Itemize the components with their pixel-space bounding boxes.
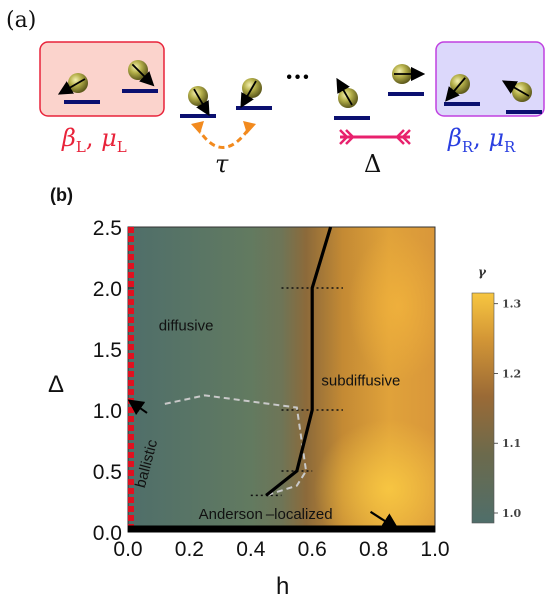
x-tick-label: 0.8 (359, 538, 388, 561)
spin-site-2 (122, 60, 158, 93)
spin-arrow (57, 78, 86, 95)
spin-site-6 (388, 64, 426, 96)
colorbar-tick-label: 1.0 (502, 507, 521, 520)
hopping-arrow (195, 126, 252, 149)
spin-arrow (501, 80, 530, 97)
spin-site-3 (180, 86, 216, 118)
region-label-subdiffusive: subdiffusive (321, 373, 400, 390)
y-tick-label: 0.0 (93, 522, 122, 545)
colorbar-label: γ (478, 265, 486, 279)
panel-b-phase-diagram: (b) (0, 185, 547, 605)
region-label-diffusive: diffusive (159, 318, 214, 335)
hopping-label: τ (215, 150, 229, 178)
y-tick-label: 1.0 (93, 400, 122, 423)
phase-diagram-chart: 0.0 0.2 0.4 0.6 0.8 1.0 0.0 0.5 1.0 1.5 2.0 2.5 diff… (93, 217, 522, 561)
panel-a-schematic: (a) ··· β (0, 0, 547, 185)
spin-site-1 (57, 73, 100, 104)
ballistic-pointer (127, 399, 148, 416)
y-axis-label: Δ (48, 371, 65, 398)
left-bath-label: βL, μL (62, 124, 127, 156)
y-tick-label: 2.5 (93, 217, 122, 240)
ellipsis: ··· (285, 62, 311, 91)
y-tick-label: 2.0 (93, 278, 122, 301)
spin-site-4 (236, 78, 272, 110)
spin-arrow (445, 77, 466, 102)
spin-chain-diagram (39, 41, 545, 149)
anderson-pointer (369, 510, 400, 531)
spin-site-5 (334, 77, 370, 120)
x-tick-label: 0.4 (236, 538, 266, 561)
spin-arrow (131, 63, 155, 87)
spin-arrow (240, 80, 257, 109)
y-tick-label: 1.5 (93, 339, 122, 362)
panel-a-label: (a) (6, 8, 37, 33)
colorbar-tick-label: 1.1 (502, 437, 521, 450)
panel-b-label: (b) (50, 185, 73, 205)
x-tick-label: 1.0 (420, 538, 449, 561)
spin-site-7 (444, 74, 480, 106)
heatmap-hotspot (348, 231, 435, 382)
spin-site-8 (501, 80, 542, 114)
dashed-boundary (164, 394, 308, 497)
y-tick-label: 0.5 (93, 461, 122, 484)
solid-boundary (265, 226, 333, 497)
colorbar-tick-label: 1.3 (502, 298, 521, 311)
left-bath-box (39, 41, 165, 117)
colorbar-tick-label: 1.2 (502, 367, 521, 380)
x-axis-label: h (276, 573, 290, 600)
x-tick-label: 0.6 (298, 538, 327, 561)
region-label-anderson: Anderson –localized (199, 506, 333, 523)
spin-arrow (193, 88, 210, 117)
interaction-label: Δ (364, 150, 382, 178)
right-bath-label: βR, μR (448, 124, 516, 156)
heatmap-hotspot (313, 419, 435, 532)
x-tick-label: 0.0 (113, 538, 142, 561)
colorbar (471, 292, 495, 524)
interaction-arrow (339, 129, 411, 145)
spin-arrow (336, 77, 353, 106)
x-tick-label: 0.2 (175, 538, 204, 561)
